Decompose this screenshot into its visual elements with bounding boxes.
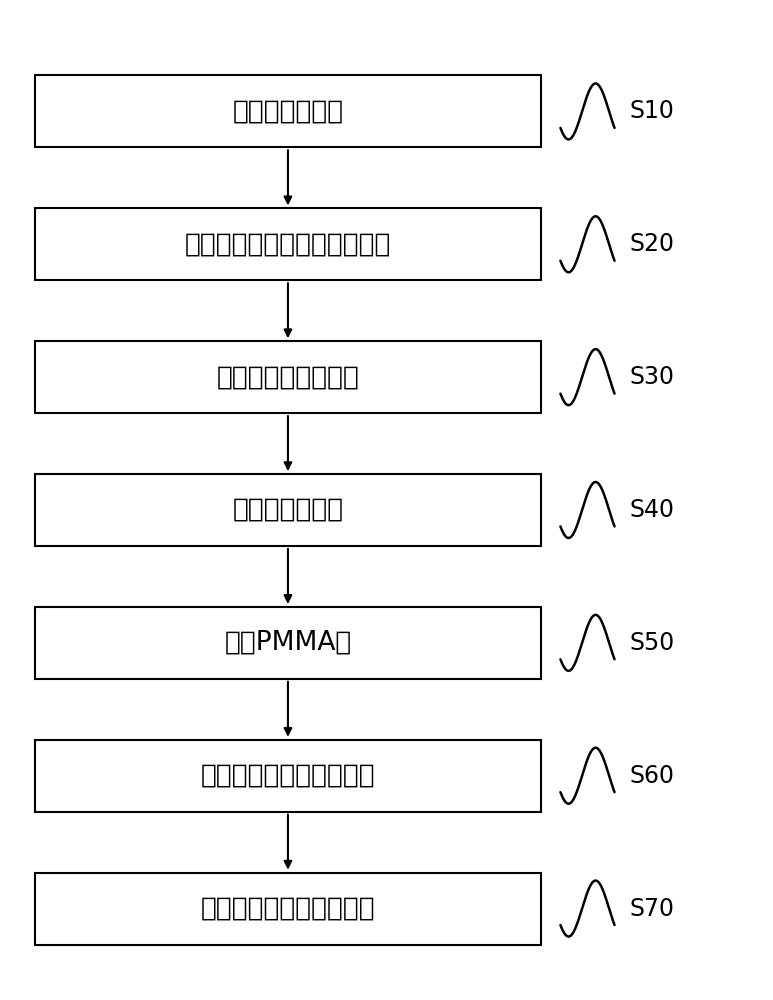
Text: 形成浮动电势交流介电泳结构: 形成浮动电势交流介电泳结构 <box>185 231 391 257</box>
Text: 去除金属，形成碳纳米带: 去除金属，形成碳纳米带 <box>201 896 375 922</box>
FancyBboxPatch shape <box>35 740 541 812</box>
Text: 形成碳纳米管悬浮液: 形成碳纳米管悬浮液 <box>216 364 359 390</box>
Text: 提供半导体衬底: 提供半导体衬底 <box>233 98 343 124</box>
Text: S60: S60 <box>630 764 675 788</box>
FancyBboxPatch shape <box>35 873 541 945</box>
Text: S40: S40 <box>630 498 675 522</box>
FancyBboxPatch shape <box>35 341 541 413</box>
Text: S20: S20 <box>630 232 675 256</box>
Text: S10: S10 <box>630 99 675 123</box>
Text: S30: S30 <box>630 365 675 389</box>
FancyBboxPatch shape <box>35 208 541 280</box>
FancyBboxPatch shape <box>35 607 541 679</box>
FancyBboxPatch shape <box>35 75 541 147</box>
Text: 旋涂PMMA层: 旋涂PMMA层 <box>224 630 352 656</box>
FancyBboxPatch shape <box>35 474 541 546</box>
Text: 交流介电泳工艺: 交流介电泳工艺 <box>233 497 343 523</box>
Text: 利用溅射工艺形成金属层: 利用溅射工艺形成金属层 <box>201 763 375 789</box>
Text: S50: S50 <box>630 631 676 655</box>
Text: S70: S70 <box>630 897 675 921</box>
